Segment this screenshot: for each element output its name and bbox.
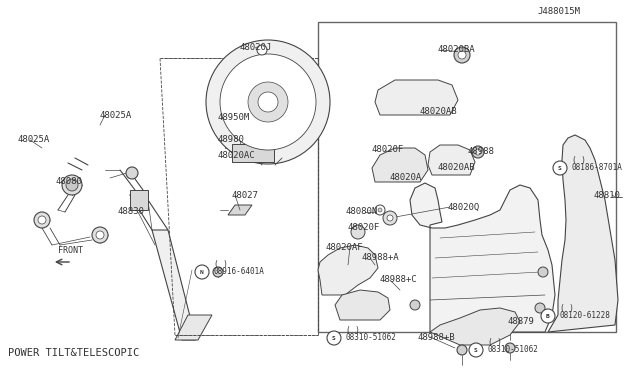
Circle shape [96,231,104,239]
Circle shape [220,54,316,150]
Text: 48988+B: 48988+B [418,333,456,341]
Bar [225,134,280,148]
Text: 48020AB: 48020AB [438,164,476,173]
Polygon shape [372,148,428,182]
Circle shape [469,343,483,357]
Text: 48020J: 48020J [240,44,272,52]
Text: 48020Q: 48020Q [448,202,480,212]
Circle shape [375,205,385,215]
Polygon shape [335,290,390,320]
Circle shape [535,303,545,313]
Text: S: S [332,336,336,340]
Polygon shape [175,315,212,340]
Text: ( ): ( ) [560,304,574,312]
Text: 08916-6401A: 08916-6401A [214,267,265,276]
Text: 48020F: 48020F [372,145,404,154]
Text: 48950M: 48950M [218,113,250,122]
Text: 48025A: 48025A [18,135,51,144]
Circle shape [378,208,382,212]
Text: 48020BA: 48020BA [438,45,476,55]
Circle shape [472,146,484,158]
Text: 48025A: 48025A [100,110,132,119]
Polygon shape [152,230,196,340]
Circle shape [38,216,46,224]
Circle shape [458,51,466,59]
Text: 08310-51062: 08310-51062 [346,334,397,343]
Text: 48080: 48080 [55,177,82,186]
Circle shape [248,82,288,122]
Text: ( ): ( ) [572,155,586,164]
Text: 48988+A: 48988+A [362,253,399,263]
Text: 08120-61228: 08120-61228 [560,311,611,321]
Circle shape [62,175,82,195]
Polygon shape [548,135,618,332]
Polygon shape [430,308,520,345]
Polygon shape [130,190,148,210]
Text: 48879: 48879 [508,317,535,327]
Text: 08186-8701A: 08186-8701A [572,164,623,173]
Circle shape [92,227,108,243]
Polygon shape [375,80,458,115]
Circle shape [206,40,330,164]
Circle shape [126,167,138,179]
Text: FRONT: FRONT [58,246,83,255]
Circle shape [553,161,567,175]
Circle shape [475,149,481,155]
Text: 48810: 48810 [593,190,620,199]
Circle shape [34,212,50,228]
Circle shape [195,265,209,279]
Text: ( ): ( ) [214,260,228,269]
Text: 48020A: 48020A [390,173,422,183]
Bar [232,144,274,162]
Text: 48020AF: 48020AF [326,243,364,251]
Circle shape [505,343,515,353]
Polygon shape [228,205,252,215]
Text: S: S [474,347,478,353]
Text: ( ): ( ) [346,326,360,334]
Circle shape [66,179,78,191]
Text: 48027: 48027 [232,190,259,199]
Text: B: B [546,314,550,318]
Text: ( ): ( ) [488,337,502,346]
Circle shape [351,225,365,239]
Circle shape [327,331,341,345]
Text: S: S [558,166,562,170]
Circle shape [410,300,420,310]
Text: 08310-51062: 08310-51062 [488,346,539,355]
Circle shape [383,211,397,225]
Circle shape [257,45,267,55]
Text: 48080N: 48080N [346,208,378,217]
Polygon shape [428,145,475,175]
Circle shape [541,309,555,323]
Circle shape [454,47,470,63]
Text: 48020AB: 48020AB [420,108,458,116]
Text: 48020F: 48020F [348,224,380,232]
Polygon shape [410,183,555,332]
Circle shape [387,215,393,221]
Bar [318,22,616,332]
Polygon shape [318,245,378,295]
Text: POWER TILT&TELESCOPIC: POWER TILT&TELESCOPIC [8,348,140,358]
Text: 48988+C: 48988+C [380,276,418,285]
Text: 48830: 48830 [118,208,145,217]
Circle shape [213,267,223,277]
Circle shape [258,92,278,112]
Circle shape [538,267,548,277]
Text: 48980: 48980 [218,135,245,144]
Text: J488015M: J488015M [537,7,580,16]
Text: 48020AC: 48020AC [218,151,255,160]
Circle shape [457,345,467,355]
Text: 48988: 48988 [468,148,495,157]
Text: N: N [200,269,204,275]
